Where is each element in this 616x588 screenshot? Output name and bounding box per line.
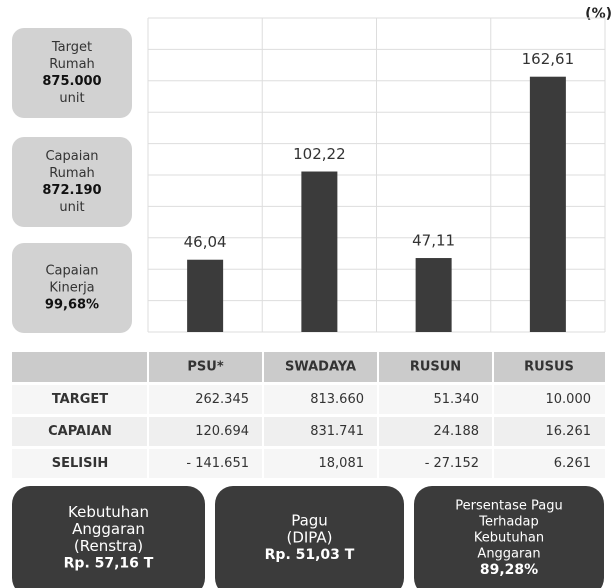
table-cell: 51.340 [434,392,480,407]
bar [187,259,224,332]
bottom-box-text: Anggaran [477,547,540,562]
table-cell: 24.188 [434,424,480,439]
bottom-box-value: Rp. 57,16 T [64,556,154,572]
side-box-unit: unit [59,200,84,215]
table-header-cell: RUSUN [410,360,461,375]
side-box-value: 872.190 [42,183,101,198]
table-row [12,385,605,414]
table-cell: 120.694 [195,424,249,439]
bottom-box-text: Persentase Pagu [455,499,562,514]
bar [529,76,566,332]
side-box-text: Target [51,40,92,55]
side-box-text: Capaian [45,149,98,164]
side-box-text: Kinerja [49,281,94,296]
side-box [12,137,132,227]
side-box [12,243,132,333]
table-cell: 6.261 [554,456,591,471]
value-label: 162,61 [522,50,575,68]
bottom-box-text: Kebutuhan [68,503,149,521]
bottom-box-text: Anggaran [72,520,145,538]
table-cell: 813.660 [310,392,364,407]
table-row [12,449,605,478]
value-label: 102,22 [293,145,346,163]
bottom-box [414,486,604,588]
table-header-cell: RUSUS [524,360,574,375]
side-box-unit: unit [59,91,84,106]
side-box-value: 99,68% [45,298,99,313]
bottom-box-text: (Renstra) [74,537,143,555]
bottom-box-text: (DIPA) [286,529,332,547]
table-cell: - 27.152 [425,456,479,471]
bottom-box [215,486,404,588]
value-label: 47,11 [412,232,455,250]
table-cell: 10.000 [546,392,592,407]
bar [415,258,452,332]
table-cell: 18,081 [319,456,365,471]
bottom-box-value: 89,28% [480,562,538,578]
bottom-box-text: Pagu [291,512,328,530]
table-cell: - 141.651 [186,456,249,471]
table-cell: 831.741 [310,424,364,439]
side-box-value: 875.000 [42,74,101,89]
table-cell: 262.345 [195,392,249,407]
side-box [12,28,132,118]
bottom-box-text: Kebutuhan [474,531,544,546]
table-row-label: CAPAIAN [48,424,112,439]
table-header-cell: PSU* [187,360,223,375]
bottom-box-text: Terhadap [478,515,539,530]
side-box-text: Rumah [49,166,95,181]
value-label: 46,04 [184,233,227,251]
table-row-label: SELISIH [52,456,108,471]
side-box-text: Rumah [49,57,95,72]
table-header [12,352,605,382]
unit-label: (%) [585,6,612,22]
table-cell: 16.261 [546,424,592,439]
table-row-label: TARGET [52,392,108,407]
bar [301,171,338,332]
table-row [12,417,605,446]
table-header-cell: SWADAYA [285,360,356,375]
bottom-box-value: Rp. 51,03 T [265,547,355,563]
side-box-text: Capaian [45,264,98,279]
bottom-box [12,486,205,588]
